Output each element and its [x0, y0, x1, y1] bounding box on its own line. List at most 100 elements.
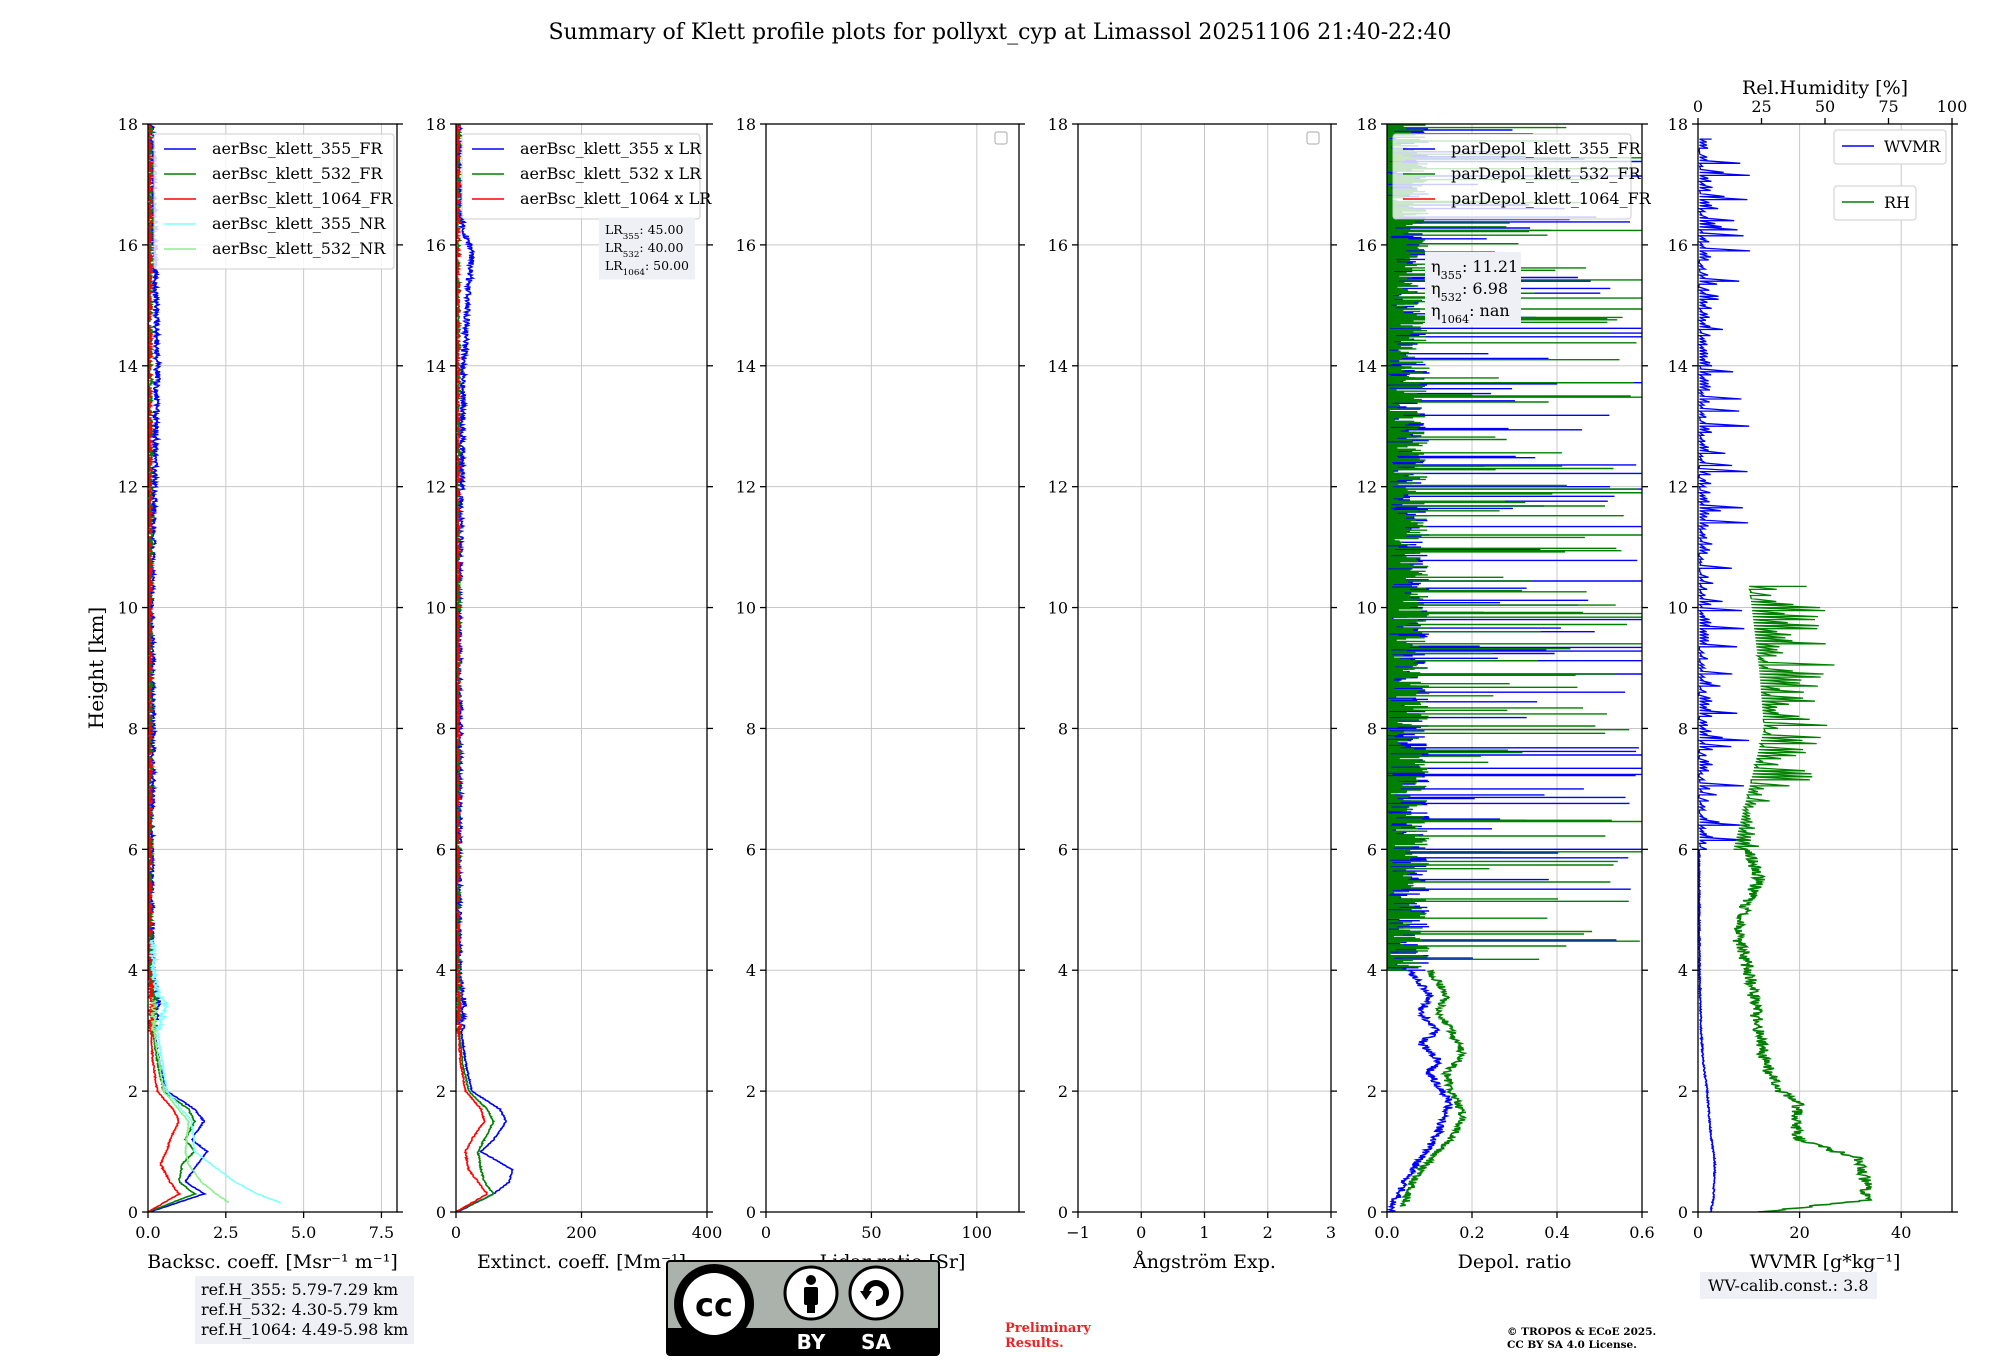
- top-x-tick-label: 75: [1878, 97, 1898, 116]
- series-line-parDepol_klett_532_FR: [1399, 969, 1468, 1207]
- y-tick-label: 6: [1367, 840, 1377, 859]
- series-group: [1387, 124, 1642, 1212]
- y-tick-label: 0: [436, 1203, 446, 1222]
- legend-label: aerBsc_klett_532 x LR: [520, 164, 702, 183]
- y-tick-label: 0: [128, 1203, 138, 1222]
- panel-bsc: 0 2 4 6 8 10 12 14 16 18 0.0 2.5 5.0 7.5 Backsc. coeff…: [118, 115, 403, 1273]
- series-line-RH: [1732, 848, 1873, 1212]
- annotation-line: η355: 11.21: [1431, 257, 1518, 282]
- x-tick-label: 0: [1693, 1223, 1703, 1242]
- y-tick-label: 16: [736, 236, 756, 255]
- axes-frame: [147, 123, 398, 1213]
- y-tick-label: 10: [1048, 599, 1068, 618]
- y-tick-label: 18: [1357, 115, 1377, 134]
- legend-label: aerBsc_klett_532_NR: [212, 239, 386, 258]
- y-tick-label: 14: [736, 357, 756, 376]
- preliminary-note: Preliminary Results.: [1005, 1321, 1125, 1351]
- legend-box-rh: [1833, 185, 1917, 221]
- x-axis-label: WVMR [g*kg⁻¹]: [1750, 1251, 1901, 1273]
- ref-height-532: ref.H_532: 4.30-5.79 km: [201, 1300, 399, 1319]
- annotation-line: η1064: nan: [1431, 301, 1510, 326]
- y-tick-label: 6: [1678, 840, 1688, 859]
- x-tick-label: 0: [1136, 1223, 1146, 1242]
- wv-calibration-box: WV-calib.const.: 3.8: [1700, 1272, 1877, 1299]
- y-tick-label: 10: [736, 599, 756, 618]
- y-tick-label: 0: [1678, 1203, 1688, 1222]
- legend: WVMR RH: [1833, 129, 1947, 221]
- series-line-aerBsc_klett_355 x LR: [456, 124, 514, 1212]
- y-tick-label: 14: [1668, 357, 1688, 376]
- y-tick-label: 18: [426, 115, 446, 134]
- y-tick-label: 8: [746, 719, 756, 738]
- annotation-line: LR355: 45.00: [605, 222, 683, 242]
- legend-label: parDepol_klett_355_FR: [1451, 139, 1642, 158]
- svg-text:cc: cc: [695, 1286, 733, 1324]
- y-tick-label: 14: [118, 357, 138, 376]
- legend: aerBsc_klett_355_FR aerBsc_klett_532_FRae…: [153, 133, 395, 270]
- y-tick-label: 14: [1048, 357, 1068, 376]
- series-line-parDepol_klett_355_FR: [1387, 969, 1454, 1212]
- y-tick-label: 8: [1058, 719, 1068, 738]
- y-tick-label: 12: [1048, 478, 1068, 497]
- series-line-aerBsc_klett_1064 x LR: [456, 124, 488, 1212]
- legend: parDepol_klett_355_FR parDepol_klett_532_…: [1392, 133, 1652, 220]
- x-tick-label: 0: [451, 1223, 461, 1242]
- y-tick-label: 8: [1367, 719, 1377, 738]
- legend-box: [461, 133, 701, 220]
- x-tick-label: −1: [1066, 1223, 1090, 1242]
- badge-by-label: BY: [797, 1330, 826, 1354]
- y-axis-label: Height [km]: [84, 607, 108, 729]
- y-tick-label: 8: [1678, 719, 1688, 738]
- series-spikes-parDepol_klett_532_FR: [1387, 124, 1642, 971]
- top-x-axis-label: Rel.Humidity [%]: [1742, 77, 1908, 99]
- x-tick-label: 7.5: [369, 1223, 394, 1242]
- y-tick-label: 14: [426, 357, 446, 376]
- legend-label: aerBsc_klett_355 x LR: [520, 139, 702, 158]
- y-tick-label: 2: [128, 1082, 138, 1101]
- y-tick-label: 4: [746, 961, 756, 980]
- y-tick-label: 10: [1357, 599, 1377, 618]
- x-tick-label: 2: [1263, 1223, 1273, 1242]
- series-line-aerBsc_klett_532_NR: [149, 999, 230, 1204]
- panel-dep: 0 2 4 6 8 10 12 14 16 18 0.0 0.2 0.4 0.6 Depol. ratio p…: [1357, 115, 1655, 1273]
- series-spikes-WVMR: [1698, 138, 1751, 850]
- legend-box: [1392, 133, 1632, 220]
- y-tick-label: 12: [1668, 478, 1688, 497]
- series-line-WVMR: [1698, 848, 1717, 1212]
- preliminary-line-1: Preliminary: [1005, 1321, 1091, 1336]
- y-tick-label: 12: [1357, 478, 1377, 497]
- y-tick-label: 4: [128, 961, 138, 980]
- x-tick-label: 1: [1199, 1223, 1209, 1242]
- annotation-line: LR532: 40.00: [605, 240, 683, 260]
- ref-height-355: ref.H_355: 5.79-7.29 km: [201, 1280, 399, 1299]
- y-tick-label: 0: [1058, 1203, 1068, 1222]
- x-tick-label: 5.0: [291, 1223, 316, 1242]
- x-tick-label: 3: [1326, 1223, 1336, 1242]
- panel-ext: 0 2 4 6 8 10 12 14 16 18 0 200 400 Extinct. coeff. [M…: [426, 115, 723, 1273]
- y-tick-label: 16: [426, 236, 446, 255]
- annotation-box: [1425, 252, 1521, 326]
- copyright-note: © TROPOS & ECoE 2025. CC BY SA 4.0 Licen…: [1507, 1326, 1707, 1352]
- y-tick-label: 2: [1678, 1082, 1688, 1101]
- y-tick-label: 8: [436, 719, 446, 738]
- copyright-line-1: © TROPOS & ECoE 2025.: [1507, 1326, 1657, 1338]
- legend-label: WVMR: [1884, 137, 1941, 156]
- series-spikes-parDepol_klett_355_FR: [1387, 124, 1642, 971]
- share-alike-icon: [848, 1265, 904, 1321]
- top-x-tick-label: 50: [1815, 97, 1835, 116]
- x-tick-label: 100: [962, 1223, 993, 1242]
- x-tick-label: 20: [1789, 1223, 1809, 1242]
- y-tick-label: 6: [128, 840, 138, 859]
- legend-label: RH: [1884, 193, 1910, 212]
- legend-label: aerBsc_klett_532_FR: [212, 164, 383, 183]
- axes-frame: [1386, 123, 1643, 1213]
- y-tick-label: 16: [1048, 236, 1068, 255]
- figure-title: Summary of Klett profile plots for polly…: [548, 20, 1452, 45]
- y-tick-label: 0: [746, 1203, 756, 1222]
- y-tick-label: 6: [436, 840, 446, 859]
- y-tick-label: 10: [1668, 599, 1688, 618]
- x-tick-label: 0.4: [1544, 1223, 1569, 1242]
- y-tick-label: 18: [1048, 115, 1068, 134]
- legend-label: aerBsc_klett_1064 x LR: [520, 189, 712, 208]
